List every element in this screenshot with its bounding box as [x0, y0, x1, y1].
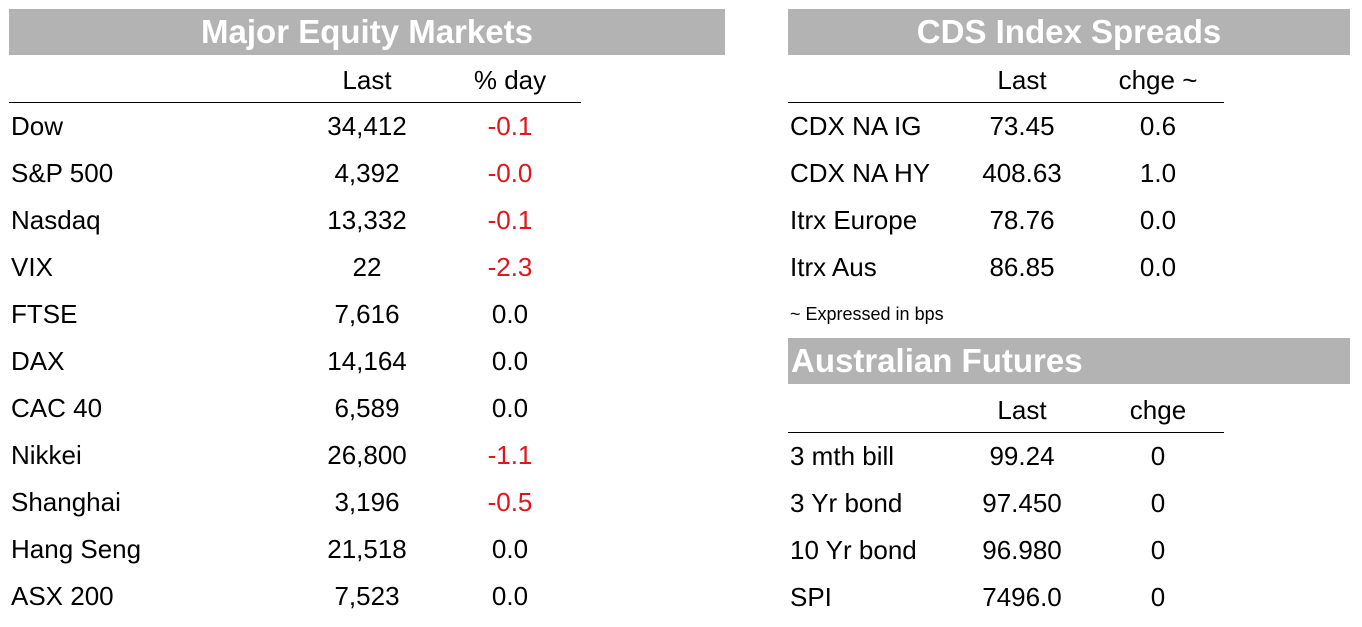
cds-row-name: CDX NA IG: [790, 111, 922, 141]
equity-row-last: 3,196: [334, 487, 400, 517]
equity-row: ASX 200 7,523 0.0: [9, 573, 581, 620]
futures-row-name: 10 Yr bond: [790, 535, 917, 565]
equity-col-last: Last: [342, 65, 392, 95]
equity-row-name: Nasdaq: [11, 205, 101, 235]
futures-row-name: 3 Yr bond: [790, 488, 903, 518]
futures-row-name: SPI: [790, 582, 832, 612]
cds-col-last: Last: [997, 65, 1047, 95]
equity-col-change: % day: [473, 65, 547, 95]
equity-row-name: DAX: [11, 346, 65, 376]
cds-row: CDX NA HY 408.63 1.0: [788, 150, 1224, 197]
equity-row-last: 34,412: [327, 111, 407, 141]
futures-row-change: 0: [1150, 535, 1166, 565]
cds-col-change: chge ~: [1118, 65, 1198, 95]
futures-col-last: Last: [997, 395, 1047, 425]
equity-row-name: ASX 200: [11, 581, 114, 611]
equity-row-name: FTSE: [11, 299, 78, 329]
cds-row-name: CDX NA HY: [790, 158, 931, 188]
equity-row-last: 13,332: [327, 205, 407, 235]
equity-row-last: 21,518: [327, 534, 407, 564]
cds-row-name: Itrx Europe: [790, 205, 918, 235]
cds-column-header: Last chge ~: [788, 55, 1224, 103]
equity-row-change: -0.5: [487, 487, 533, 517]
equity-row: Shanghai 3,196 -0.5: [9, 479, 581, 526]
equity-row-last: 7,523: [334, 581, 400, 611]
equity-row: Nasdaq 13,332 -0.1: [9, 197, 581, 244]
equity-row: CAC 40 6,589 0.0: [9, 385, 581, 432]
equity-row-name: Nikkei: [11, 440, 82, 470]
equity-row-last: 7,616: [334, 299, 400, 329]
cds-row-change: 0.6: [1139, 111, 1177, 141]
equity-row-change: -0.1: [487, 205, 533, 235]
cds-row-last: 78.76: [989, 205, 1055, 235]
equity-row-name: VIX: [11, 252, 53, 282]
futures-row-name: 3 mth bill: [790, 441, 895, 471]
futures-col-change: chge: [1129, 395, 1187, 425]
futures-row: 3 Yr bond 97.450 0: [788, 480, 1224, 527]
equity-row-change: 0.0: [491, 299, 529, 329]
equity-row-name: S&P 500: [11, 158, 114, 188]
cds-title: CDS Index Spreads: [788, 9, 1350, 55]
cds-row-last: 73.45: [989, 111, 1055, 141]
futures-row-last: 96.980: [982, 535, 1062, 565]
futures-row: SPI 7496.0 0: [788, 574, 1224, 621]
equity-row: Dow 34,412 -0.1: [9, 103, 581, 150]
cds-row-change: 0.0: [1139, 252, 1177, 282]
equity-row-change: -0.0: [487, 158, 533, 188]
equity-row-last: 26,800: [327, 440, 407, 470]
equity-column-header: Last % day: [9, 55, 581, 103]
cds-row-change: 1.0: [1139, 158, 1177, 188]
equity-row-change: -2.3: [487, 252, 533, 282]
futures-column-header: Last chge: [788, 385, 1224, 433]
equity-row-name: Shanghai: [11, 487, 121, 517]
futures-row: 3 mth bill 99.24 0: [788, 433, 1224, 480]
futures-row-change: 0: [1150, 582, 1166, 612]
equity-title: Major Equity Markets: [9, 9, 725, 55]
futures-title: Australian Futures: [788, 338, 1350, 384]
futures-row-last: 97.450: [982, 488, 1062, 518]
equity-row-last: 14,164: [327, 346, 407, 376]
futures-row: 10 Yr bond 96.980 0: [788, 527, 1224, 574]
equity-row: Nikkei 26,800 -1.1: [9, 432, 581, 479]
equity-row: VIX 22 -2.3: [9, 244, 581, 291]
cds-row: Itrx Europe 78.76 0.0: [788, 197, 1224, 244]
equity-row: Hang Seng 21,518 0.0: [9, 526, 581, 573]
equity-row-last: 22: [352, 252, 382, 282]
futures-row-last: 7496.0: [982, 582, 1062, 612]
equity-row-change: 0.0: [491, 393, 529, 423]
equity-row-change: 0.0: [491, 534, 529, 564]
equity-row-last: 4,392: [334, 158, 400, 188]
cds-row-last: 86.85: [989, 252, 1055, 282]
cds-row: CDX NA IG 73.45 0.6: [788, 103, 1224, 150]
equity-row-change: -1.1: [487, 440, 533, 470]
equity-row: FTSE 7,616 0.0: [9, 291, 581, 338]
cds-row-change: 0.0: [1139, 205, 1177, 235]
cds-row: Itrx Aus 86.85 0.0: [788, 244, 1224, 291]
equity-row-last: 6,589: [334, 393, 400, 423]
futures-row-last: 99.24: [989, 441, 1055, 471]
equity-row-name: Hang Seng: [11, 534, 142, 564]
equity-row-name: CAC 40: [11, 393, 103, 423]
equity-row: S&P 500 4,392 -0.0: [9, 150, 581, 197]
equity-row: DAX 14,164 0.0: [9, 338, 581, 385]
equity-row-name: Dow: [11, 111, 64, 141]
cds-row-last: 408.63: [982, 158, 1062, 188]
futures-row-change: 0: [1150, 488, 1166, 518]
equity-row-change: 0.0: [491, 581, 529, 611]
equity-row-change: -0.1: [487, 111, 533, 141]
futures-row-change: 0: [1150, 441, 1166, 471]
equity-row-change: 0.0: [491, 346, 529, 376]
cds-footnote: ~ Expressed in bps: [790, 304, 944, 324]
cds-row-name: Itrx Aus: [790, 252, 877, 282]
